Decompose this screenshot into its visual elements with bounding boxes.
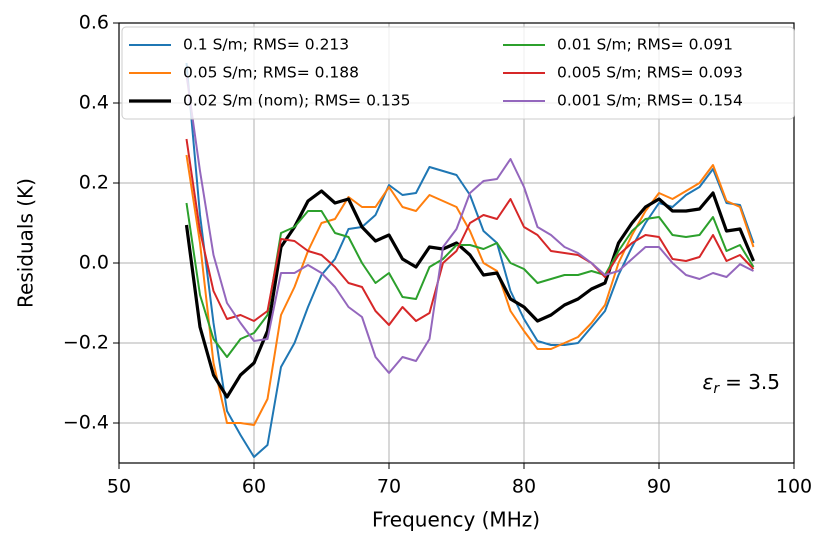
legend-label: 0.1 S/m; RMS= 0.213: [183, 36, 349, 54]
legend-label: 0.01 S/m; RMS= 0.091: [557, 36, 733, 54]
series-line: [185, 74, 754, 374]
legend-label: 0.02 S/m (nom); RMS= 0.135: [183, 92, 410, 110]
annotation-text: = 3.5: [725, 370, 780, 394]
y-tick-label: 0.6: [79, 12, 109, 34]
x-tick-label: 70: [377, 476, 401, 498]
legend-label: 0.05 S/m; RMS= 0.188: [183, 64, 359, 82]
y-tick-label: −0.4: [63, 412, 109, 434]
x-axis-label: Frequency (MHz): [372, 508, 540, 532]
series-line: [184, 189, 755, 399]
y-tick-label: 0.2: [79, 172, 109, 194]
y-tick-label: 0.0: [79, 252, 109, 274]
y-axis-label: Residuals (K): [14, 178, 38, 308]
annotation: εr = 3.5: [703, 370, 781, 398]
plot: [184, 62, 755, 458]
x-tick-label: 80: [512, 476, 536, 498]
x-tick-label: 60: [242, 476, 266, 498]
series-line: [185, 62, 755, 458]
legend-label: 0.005 S/m; RMS= 0.093: [557, 64, 743, 82]
x-tick-label: 90: [647, 476, 671, 498]
annotation-symbol: ε: [703, 370, 714, 394]
y-tick-label: 0.4: [79, 92, 109, 114]
x-tick-label: 50: [107, 476, 131, 498]
legend-box: [121, 26, 795, 120]
x-tick-label: 100: [776, 476, 812, 498]
y-tick-label: −0.2: [63, 332, 109, 354]
series-line: [185, 154, 755, 426]
legend-label: 0.001 S/m; RMS= 0.154: [557, 92, 743, 110]
series-line: [185, 202, 755, 358]
annotation-subscript: r: [713, 381, 720, 397]
plot-frame: [118, 22, 795, 464]
series-line: [185, 138, 755, 326]
